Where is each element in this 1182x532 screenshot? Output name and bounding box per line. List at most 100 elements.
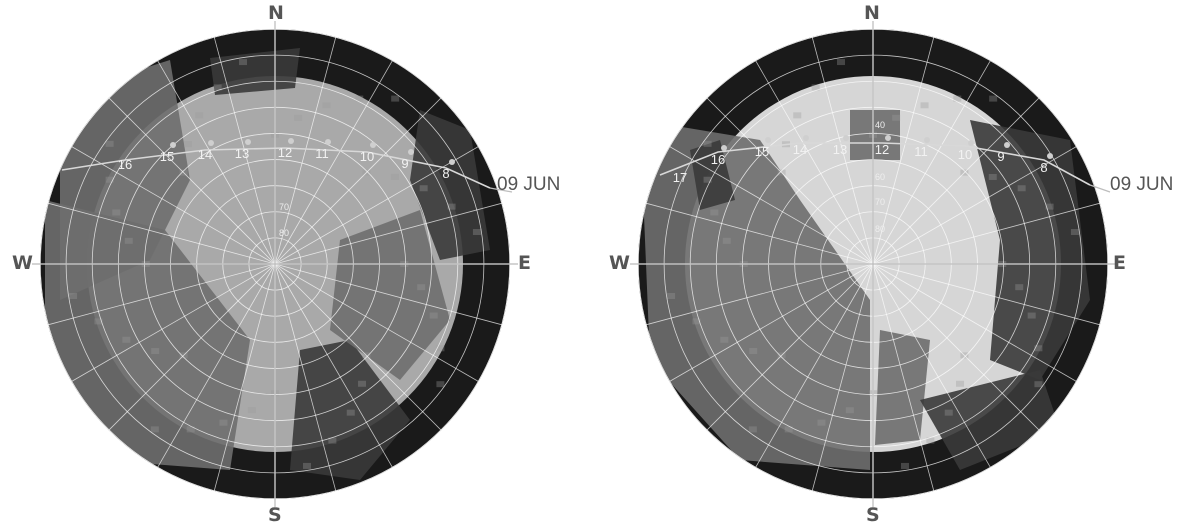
- window-texture: [920, 102, 929, 109]
- window-texture: [720, 336, 729, 343]
- window-texture: [793, 112, 802, 119]
- altitude-label: 70: [279, 202, 289, 212]
- window-texture: [328, 437, 337, 444]
- window-texture: [436, 345, 445, 352]
- window-texture: [1045, 203, 1054, 210]
- azimuth-line: [108, 97, 276, 265]
- azimuth-line: [274, 263, 337, 492]
- window-texture: [302, 462, 311, 469]
- window-texture: [784, 426, 793, 433]
- date-leader-line: [489, 187, 513, 193]
- azimuth-line: [274, 202, 503, 265]
- hour-marker-dot: [765, 137, 771, 143]
- building-silhouette: [640, 120, 870, 470]
- window-texture: [1027, 312, 1036, 319]
- azimuth-line: [274, 263, 479, 382]
- window-texture: [988, 173, 997, 180]
- window-texture: [1015, 284, 1024, 291]
- window-texture: [989, 95, 998, 102]
- window-texture: [749, 348, 758, 355]
- window-texture: [322, 102, 331, 109]
- window-texture: [124, 237, 133, 244]
- hour-marker-dot: [370, 142, 376, 148]
- azimuth-line: [274, 97, 442, 265]
- window-texture: [692, 318, 701, 325]
- azimuth-line: [274, 263, 503, 326]
- hour-marker-dot: [1004, 142, 1010, 148]
- fisheye-diagram-right: 17 16 15 14 13 12 11 10 9 8 40 60 70 80: [630, 21, 1116, 507]
- window-texture: [703, 176, 712, 183]
- window-texture: [892, 114, 901, 121]
- azimuth-line: [872, 263, 1040, 431]
- window-texture: [94, 318, 103, 325]
- azimuth-line: [706, 263, 874, 431]
- azimuth-line: [71, 263, 276, 382]
- hour-marker-dot: [245, 139, 251, 145]
- hour-label: 13: [833, 142, 847, 157]
- window-texture: [390, 173, 399, 180]
- window-texture: [710, 209, 719, 216]
- building-silhouette: [690, 140, 735, 210]
- altitude-label: 80: [279, 228, 289, 238]
- altitude-label: 80: [875, 224, 885, 234]
- north-label-right: N: [864, 2, 880, 24]
- azimuth-line: [872, 263, 1077, 382]
- window-texture: [195, 112, 204, 119]
- window-texture: [703, 140, 712, 147]
- building-silhouette: [850, 110, 900, 160]
- date-label-left: 09 JUN: [497, 174, 561, 195]
- azimuth-line: [872, 36, 935, 265]
- azimuth-line: [213, 263, 276, 492]
- azimuth-line: [706, 97, 874, 265]
- sun-path-line: [61, 147, 491, 189]
- window-texture: [956, 380, 965, 387]
- hour-label: 11: [315, 146, 329, 161]
- azimuth-line: [872, 202, 1101, 265]
- hour-marker-dot: [288, 138, 294, 144]
- hour-marker-dot: [449, 159, 455, 165]
- azimuth-line: [872, 60, 991, 265]
- window-texture: [358, 380, 367, 387]
- azimuth-line: [872, 263, 935, 492]
- hour-marker-dot: [325, 139, 331, 145]
- hour-label: 13: [235, 146, 249, 161]
- building-silhouette: [920, 370, 1060, 470]
- hour-marker-dot: [924, 137, 930, 143]
- window-texture: [247, 407, 256, 414]
- fisheye-diagram-left: 16 15 14 13 12 11 10 9 8 70 80: [32, 21, 518, 507]
- azimuth-line: [811, 36, 874, 265]
- window-texture: [1017, 185, 1026, 192]
- south-label-right: S: [866, 504, 880, 526]
- window-texture: [151, 348, 160, 355]
- window-texture: [447, 203, 456, 210]
- hour-label: 16: [711, 152, 725, 167]
- hour-label: 14: [793, 142, 807, 157]
- hour-label: 12: [278, 145, 292, 160]
- altitude-label: 70: [875, 197, 885, 207]
- building-silhouette: [45, 200, 250, 470]
- window-texture: [1034, 345, 1043, 352]
- window-texture: [1034, 381, 1043, 388]
- hour-label: 12: [875, 142, 889, 157]
- window-texture: [294, 114, 303, 121]
- hour-label: 10: [958, 147, 972, 162]
- window-texture: [213, 84, 222, 91]
- window-texture: [419, 185, 428, 192]
- window-texture: [112, 209, 121, 216]
- azimuth-line: [872, 263, 1101, 326]
- azimuth-line: [274, 36, 337, 265]
- hour-marker-dot: [408, 149, 414, 155]
- sun-path-line: [659, 142, 1091, 186]
- azimuth-line: [755, 60, 874, 265]
- azimuth-line: [157, 60, 276, 265]
- window-texture: [183, 141, 192, 148]
- altitude-label: 60: [875, 172, 885, 182]
- window-texture: [186, 426, 195, 433]
- window-texture: [1070, 229, 1079, 236]
- hour-label: 16: [118, 157, 132, 172]
- window-texture: [953, 95, 962, 102]
- building-silhouette: [970, 120, 1090, 380]
- window-texture: [105, 176, 114, 183]
- azimuth-line: [872, 97, 1040, 265]
